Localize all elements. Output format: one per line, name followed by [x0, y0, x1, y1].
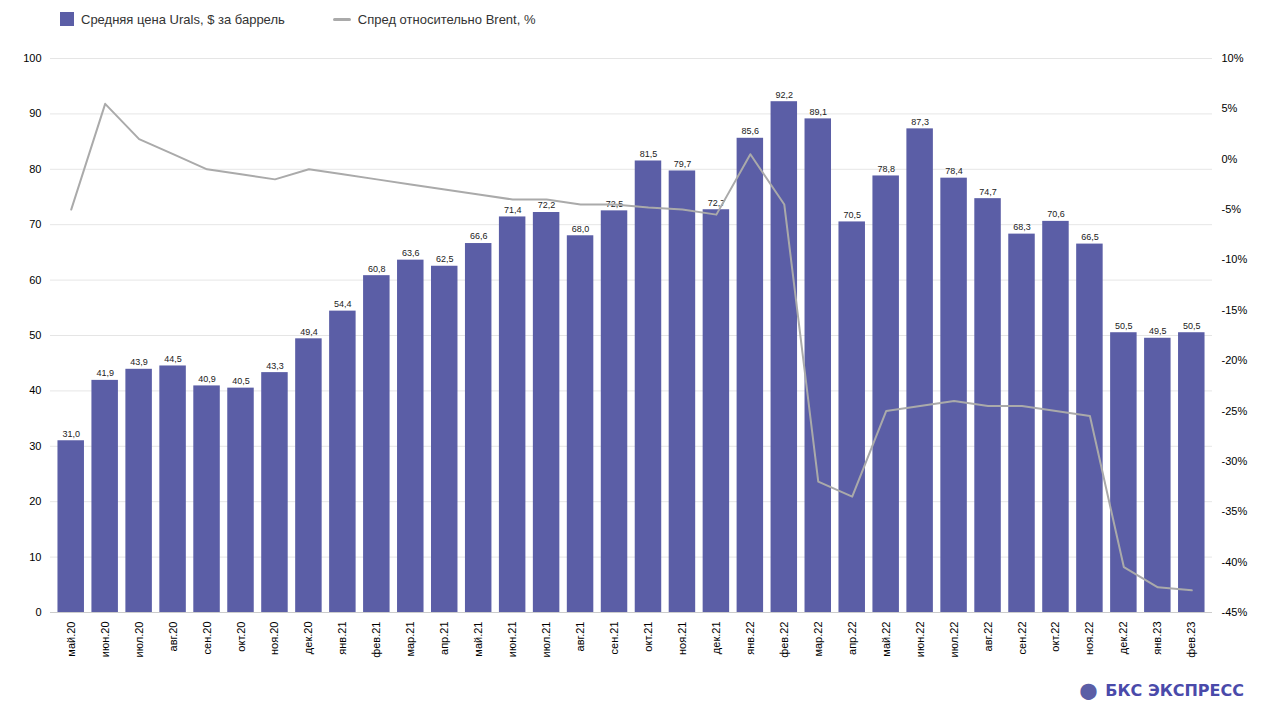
svg-text:янв.23: янв.23 — [1151, 622, 1163, 655]
svg-text:60: 60 — [29, 274, 41, 286]
svg-text:май.20: май.20 — [65, 622, 77, 657]
svg-text:апр.22: апр.22 — [846, 622, 858, 655]
svg-text:фев.22: фев.22 — [778, 622, 790, 658]
svg-text:81,5: 81,5 — [640, 149, 658, 159]
svg-text:дек.20: дек.20 — [302, 622, 314, 655]
svg-text:июн.21: июн.21 — [506, 622, 518, 658]
svg-text:40,9: 40,9 — [198, 374, 216, 384]
svg-text:янв.21: янв.21 — [336, 622, 348, 655]
svg-text:-10%: -10% — [1222, 253, 1248, 265]
svg-text:-40%: -40% — [1222, 556, 1248, 568]
svg-text:сен.22: сен.22 — [1016, 622, 1028, 655]
svg-text:ноя.20: ноя.20 — [268, 622, 280, 655]
svg-text:54,4: 54,4 — [334, 299, 352, 309]
svg-text:20: 20 — [29, 495, 41, 507]
html-text:Спред относительно Brent, %: Спред относительно Brent, % — [357, 11, 536, 27]
svg-text:окт.21: окт.21 — [642, 622, 654, 652]
svg-text:10%: 10% — [1222, 52, 1244, 64]
svg-text:60,8: 60,8 — [368, 264, 386, 274]
svg-text:апр.21: апр.21 — [438, 622, 450, 655]
svg-text:10: 10 — [29, 551, 41, 563]
svg-text:31,0: 31,0 — [62, 429, 80, 439]
svg-text:мар.22: мар.22 — [812, 622, 824, 657]
svg-text:68,3: 68,3 — [1013, 222, 1031, 232]
svg-text:79,7: 79,7 — [674, 159, 692, 169]
svg-text:авг.22: авг.22 — [982, 622, 994, 652]
svg-text:30: 30 — [29, 440, 41, 452]
svg-text:74,7: 74,7 — [979, 187, 997, 197]
html-text:БКС ЭКСПРЕСС: БКС ЭКСПРЕСС — [1105, 680, 1244, 700]
svg-text:78,4: 78,4 — [945, 166, 963, 176]
svg-text:80: 80 — [29, 163, 41, 175]
svg-text:май.21: май.21 — [472, 622, 484, 657]
svg-text:68,0: 68,0 — [572, 224, 590, 234]
svg-text:87,3: 87,3 — [911, 117, 929, 127]
svg-text:окт.20: окт.20 — [235, 622, 247, 652]
svg-text:85,6: 85,6 — [742, 126, 760, 136]
svg-text:май.22: май.22 — [880, 622, 892, 657]
svg-text:66,5: 66,5 — [1081, 232, 1099, 242]
svg-text:ноя.22: ноя.22 — [1083, 622, 1095, 655]
svg-text:июл.20: июл.20 — [133, 622, 145, 658]
svg-text:-5%: -5% — [1222, 203, 1242, 215]
html-text:Средняя цена Urals, $ за барре: Средняя цена Urals, $ за баррель — [81, 11, 285, 27]
svg-text:ноя.21: ноя.21 — [676, 622, 688, 655]
svg-text:70,6: 70,6 — [1047, 209, 1065, 219]
svg-text:-30%: -30% — [1222, 455, 1248, 467]
svg-text:0%: 0% — [1222, 153, 1238, 165]
svg-text:июн.22: июн.22 — [914, 622, 926, 658]
svg-text:5%: 5% — [1222, 102, 1238, 114]
svg-text:-35%: -35% — [1222, 505, 1248, 517]
svg-text:44,5: 44,5 — [164, 354, 182, 364]
svg-text:фев.23: фев.23 — [1185, 622, 1197, 658]
svg-text:70,5: 70,5 — [843, 210, 861, 220]
svg-text:50,5: 50,5 — [1183, 321, 1201, 331]
svg-text:-15%: -15% — [1222, 304, 1248, 316]
svg-text:72,2: 72,2 — [538, 200, 556, 210]
svg-text:62,5: 62,5 — [436, 254, 454, 264]
svg-text:-20%: -20% — [1222, 354, 1248, 366]
svg-text:63,6: 63,6 — [402, 248, 420, 258]
svg-text:дек.22: дек.22 — [1117, 622, 1129, 655]
svg-text:июн.20: июн.20 — [99, 622, 111, 658]
svg-text:июл.21: июл.21 — [540, 622, 552, 658]
svg-text:90: 90 — [29, 107, 41, 119]
svg-text:66,6: 66,6 — [470, 231, 488, 241]
svg-text:-45%: -45% — [1222, 606, 1248, 618]
svg-text:49,5: 49,5 — [1149, 326, 1167, 336]
svg-text:43,3: 43,3 — [266, 360, 284, 370]
svg-text:78,8: 78,8 — [877, 164, 895, 174]
svg-text:дек.21: дек.21 — [710, 622, 722, 655]
svg-text:70: 70 — [29, 218, 41, 230]
svg-text:49,4: 49,4 — [300, 327, 318, 337]
svg-text:43,9: 43,9 — [130, 357, 148, 367]
svg-text:89,1: 89,1 — [809, 107, 827, 117]
svg-text:сен.20: сен.20 — [201, 622, 213, 655]
svg-text:0: 0 — [35, 606, 41, 618]
svg-text:100: 100 — [23, 52, 41, 64]
svg-text:янв.22: янв.22 — [744, 622, 756, 655]
svg-text:71,4: 71,4 — [504, 205, 522, 215]
svg-text:июл.22: июл.22 — [948, 622, 960, 658]
svg-text:40: 40 — [29, 384, 41, 396]
svg-text:50: 50 — [29, 329, 41, 341]
svg-text:авг.20: авг.20 — [167, 622, 179, 652]
svg-text:40,5: 40,5 — [232, 376, 250, 386]
svg-text:авг.21: авг.21 — [574, 622, 586, 652]
svg-text:сен.21: сен.21 — [608, 622, 620, 655]
svg-text:50,5: 50,5 — [1115, 321, 1133, 331]
svg-text:мар.21: мар.21 — [404, 622, 416, 657]
svg-text:фев.21: фев.21 — [370, 622, 382, 658]
svg-text:окт.22: окт.22 — [1049, 622, 1061, 652]
svg-text:92,2: 92,2 — [776, 90, 794, 100]
svg-text:72,7: 72,7 — [708, 198, 726, 208]
svg-text:41,9: 41,9 — [96, 368, 114, 378]
svg-text:72,5: 72,5 — [606, 199, 624, 209]
svg-text:-25%: -25% — [1222, 405, 1248, 417]
